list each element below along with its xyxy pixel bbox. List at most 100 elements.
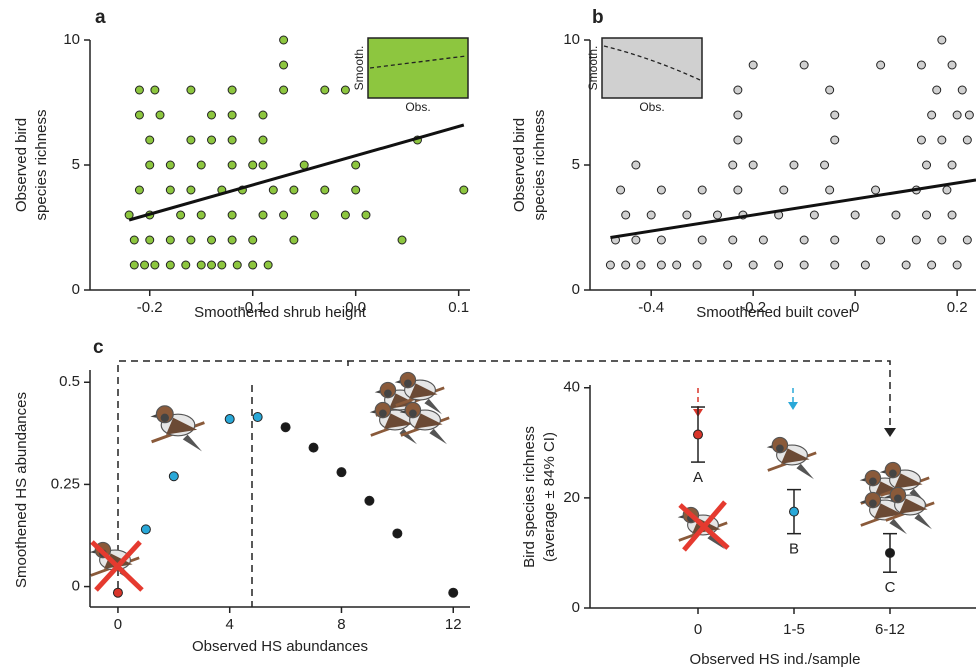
inset-y-label: Smooth. <box>586 46 600 91</box>
point <box>851 211 859 219</box>
y-tick-label: 20 <box>563 489 580 506</box>
point <box>693 261 701 269</box>
point <box>228 236 236 244</box>
point <box>259 211 267 219</box>
inset-box <box>602 38 702 98</box>
point <box>673 261 681 269</box>
point <box>938 236 946 244</box>
point <box>365 496 374 505</box>
point <box>948 211 956 219</box>
point <box>166 186 174 194</box>
point <box>309 443 318 452</box>
point <box>734 111 742 119</box>
point <box>166 261 174 269</box>
point <box>264 261 272 269</box>
x-tick-label: -0.2 <box>137 299 163 316</box>
y-tick-label: 0 <box>72 578 80 595</box>
point <box>290 186 298 194</box>
point <box>831 136 839 144</box>
point <box>963 136 971 144</box>
point <box>759 236 767 244</box>
point <box>647 211 655 219</box>
point <box>249 261 257 269</box>
point <box>166 161 174 169</box>
point <box>269 186 277 194</box>
point <box>724 261 732 269</box>
point <box>177 211 185 219</box>
panel-label: b <box>592 7 604 28</box>
y-tick-label: 0 <box>572 599 580 616</box>
point <box>917 61 925 69</box>
point <box>831 236 839 244</box>
point <box>321 86 329 94</box>
point <box>683 211 691 219</box>
y-axis-label: species richness <box>531 110 548 221</box>
point <box>734 136 742 144</box>
point <box>280 86 288 94</box>
point <box>938 36 946 44</box>
point <box>280 211 288 219</box>
point <box>622 261 630 269</box>
point <box>622 211 630 219</box>
point <box>729 161 737 169</box>
y-tick-label: 40 <box>563 379 580 396</box>
y-tick-label: 0.5 <box>59 373 80 390</box>
y-tick-label: 5 <box>572 156 580 173</box>
point <box>632 236 640 244</box>
point <box>449 588 458 597</box>
point <box>632 161 640 169</box>
point <box>948 161 956 169</box>
figure: a0510-0.2-0.10.00.1Smoothened shrub heig… <box>0 0 976 670</box>
point <box>948 61 956 69</box>
point <box>923 211 931 219</box>
x-axis-label: Smoothened shrub height <box>194 304 367 321</box>
point <box>637 261 645 269</box>
point <box>821 161 829 169</box>
point <box>831 111 839 119</box>
point <box>352 161 360 169</box>
x-tick-label: 6-12 <box>875 621 905 638</box>
x-tick-label: 4 <box>226 616 234 633</box>
point <box>912 236 920 244</box>
x-tick-label: 12 <box>445 616 462 633</box>
point <box>259 111 267 119</box>
point <box>352 186 360 194</box>
point <box>872 186 880 194</box>
point <box>606 261 614 269</box>
point <box>734 186 742 194</box>
x-tick-label: 1-5 <box>783 621 805 638</box>
x-tick-label: 0 <box>694 621 702 638</box>
point <box>135 111 143 119</box>
point <box>831 261 839 269</box>
point <box>290 236 298 244</box>
y-axis-label: Observed bird <box>13 118 30 212</box>
point <box>187 136 195 144</box>
point <box>398 236 406 244</box>
point <box>113 588 122 597</box>
point <box>938 136 946 144</box>
point <box>953 261 961 269</box>
point <box>657 186 665 194</box>
point <box>321 186 329 194</box>
point <box>826 186 834 194</box>
point-label: A <box>693 469 703 486</box>
point <box>362 211 370 219</box>
point <box>657 261 665 269</box>
x-tick-label: 0.1 <box>448 299 469 316</box>
point <box>341 211 349 219</box>
point <box>187 86 195 94</box>
point <box>228 86 236 94</box>
point <box>917 136 925 144</box>
point <box>617 186 625 194</box>
point <box>892 211 900 219</box>
point <box>902 261 910 269</box>
point <box>698 186 706 194</box>
point <box>141 525 150 534</box>
bird-illustrations <box>90 372 935 590</box>
point <box>826 86 834 94</box>
point <box>800 261 808 269</box>
point <box>861 261 869 269</box>
point <box>146 161 154 169</box>
point <box>130 236 138 244</box>
point <box>253 412 262 421</box>
